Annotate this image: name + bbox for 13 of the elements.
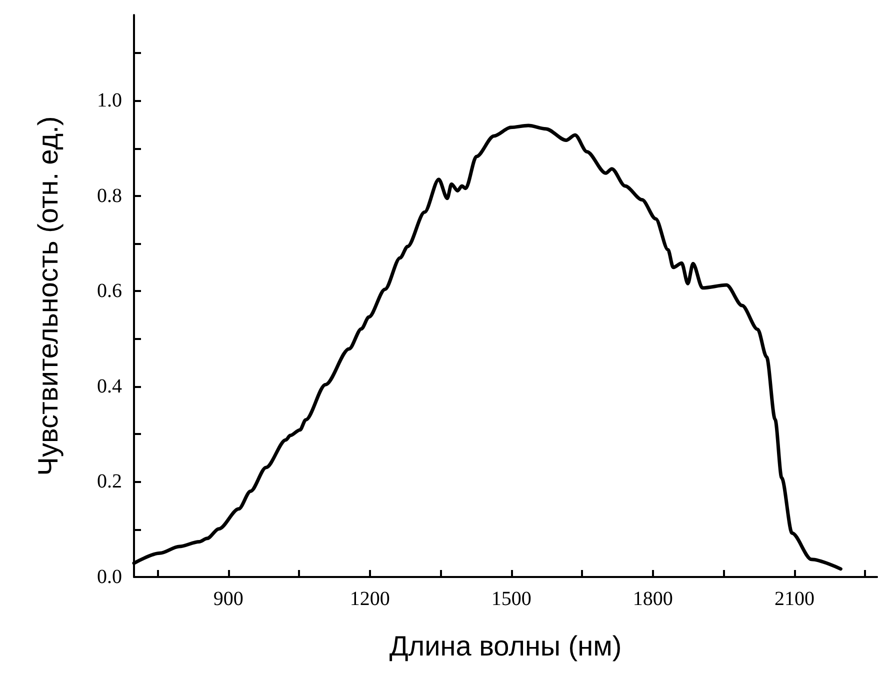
x-tick-label: 1200 [350,588,390,610]
x-tick-label: 1500 [491,588,532,610]
y-tick-label: 0.2 [97,470,122,493]
x-axis-title: Длина волны (нм) [389,630,622,662]
y-tick-label: 0.0 [97,566,122,588]
y-tick-label: 0.8 [97,184,122,207]
y-tick-label: 1.0 [97,90,122,112]
x-tick-label: 2100 [774,588,814,610]
y-axis-title: Чувствительность (отн. ед.) [32,116,64,476]
y-tick-label: 0.6 [97,280,122,302]
y-tick-label: 0.4 [97,375,122,398]
x-tick-label: 1800 [632,588,673,610]
x-tick-label: 900 [213,588,244,610]
